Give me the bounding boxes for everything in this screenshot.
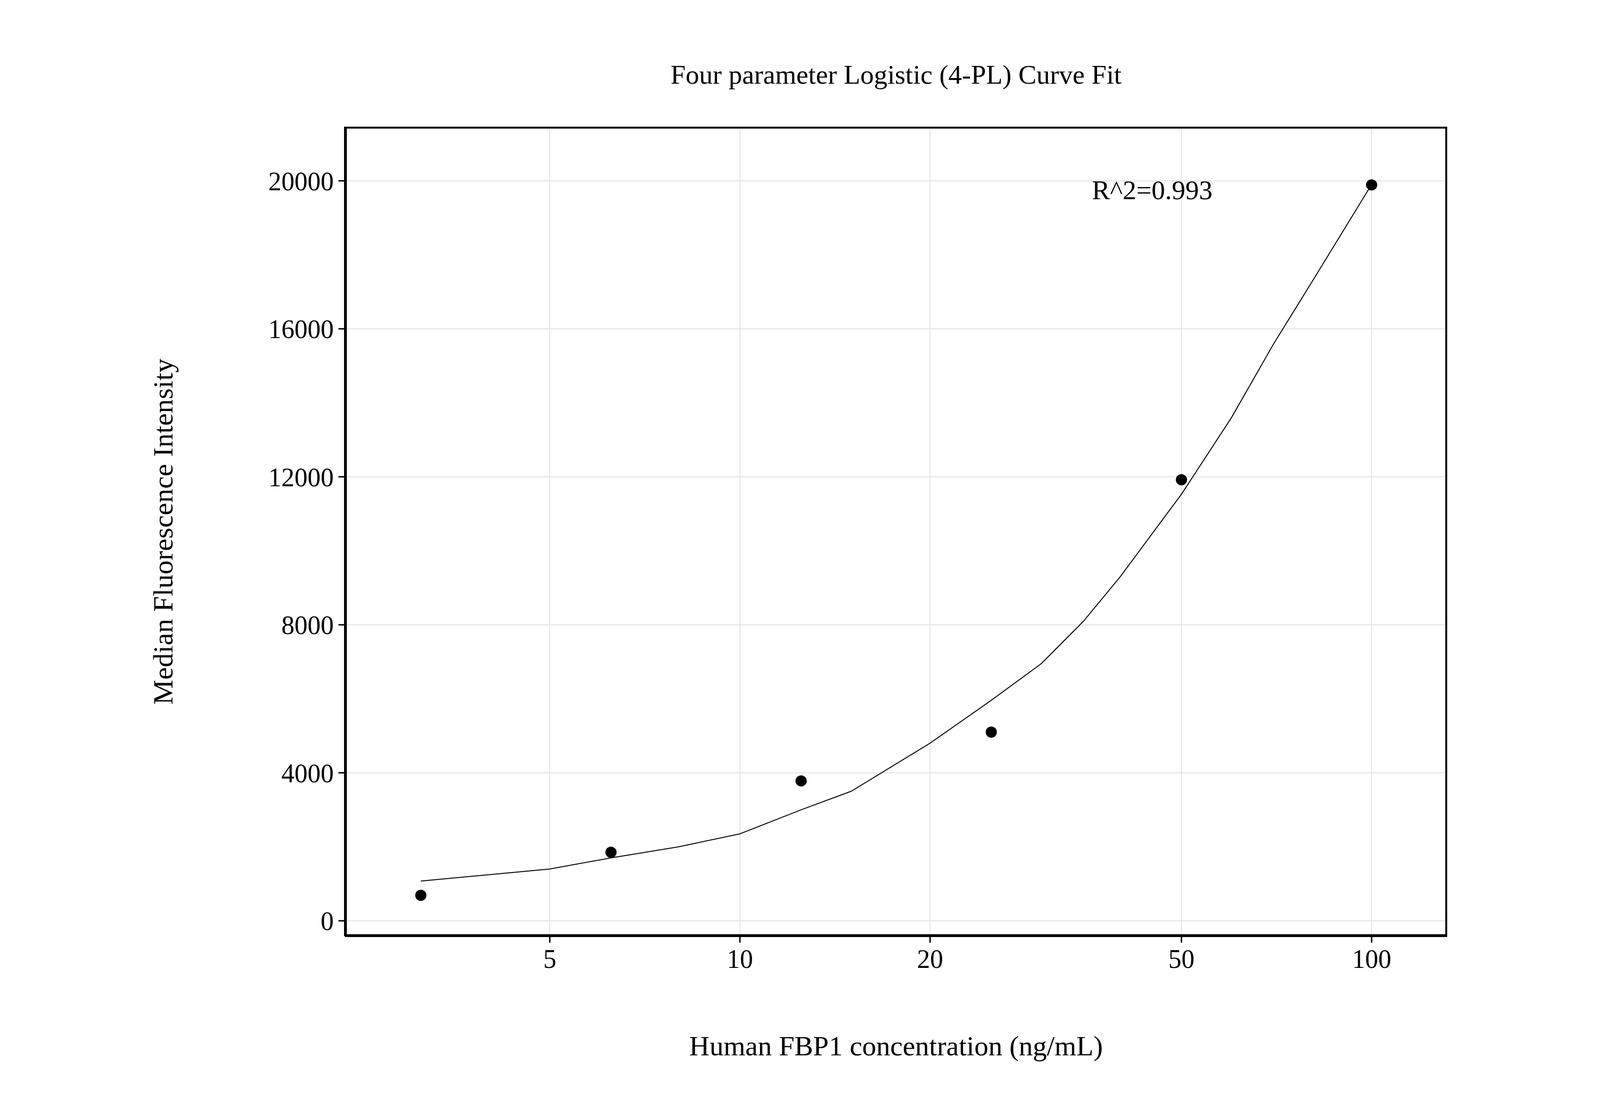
svg-text:5: 5	[543, 944, 557, 974]
svg-text:20: 20	[917, 944, 944, 974]
svg-text:12000: 12000	[268, 462, 334, 492]
svg-text:8000: 8000	[281, 610, 334, 640]
svg-text:4000: 4000	[281, 758, 334, 788]
svg-text:10: 10	[726, 944, 754, 974]
html-text:Four parameter Logistic (4-PL): Four parameter Logistic (4-PL) Curve Fit	[670, 59, 1122, 90]
html-text:R^2=0.993: R^2=0.993	[1091, 174, 1213, 206]
svg-text:50: 50	[1168, 944, 1195, 974]
svg-text:100: 100	[1351, 944, 1392, 974]
svg-text:0: 0	[320, 906, 334, 936]
svg-text:20000: 20000	[268, 166, 334, 196]
html-text:Median Fluorescence Intensity: Median Fluorescence Intensity	[147, 358, 179, 705]
html-text:Human FBP1 concentration (ng/m: Human FBP1 concentration (ng/mL)	[689, 1030, 1103, 1062]
svg-text:16000: 16000	[268, 314, 334, 344]
